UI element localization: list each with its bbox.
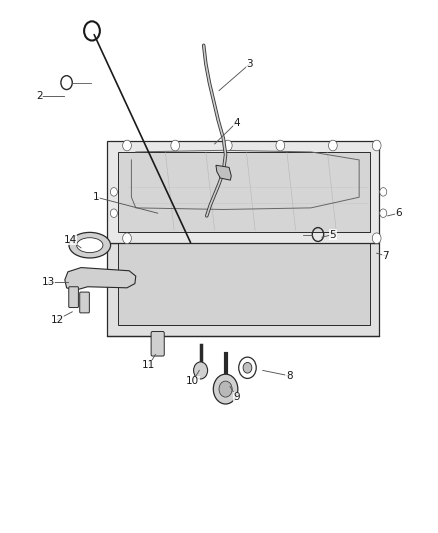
Polygon shape [118,152,370,232]
Circle shape [171,140,180,151]
FancyBboxPatch shape [151,332,164,356]
Text: 9: 9 [233,392,240,402]
Text: 1: 1 [93,192,100,202]
Circle shape [219,381,232,397]
Text: 3: 3 [246,59,253,69]
Text: 7: 7 [382,251,389,261]
Text: 2: 2 [36,91,43,101]
Text: 14: 14 [64,235,77,245]
Circle shape [213,374,238,404]
Circle shape [123,140,131,151]
Polygon shape [118,232,370,325]
Circle shape [123,233,131,244]
Circle shape [194,362,208,379]
Text: 4: 4 [233,118,240,127]
Polygon shape [216,165,231,180]
Ellipse shape [77,238,103,253]
Polygon shape [107,243,379,336]
Circle shape [243,362,252,373]
Circle shape [328,140,337,151]
FancyBboxPatch shape [69,287,78,308]
Circle shape [372,233,381,244]
Circle shape [223,140,232,151]
Polygon shape [65,268,136,290]
Text: 10: 10 [186,376,199,386]
Ellipse shape [69,232,110,258]
FancyBboxPatch shape [80,292,89,313]
Circle shape [276,140,285,151]
Circle shape [380,188,387,196]
Circle shape [380,209,387,217]
Text: 5: 5 [329,230,336,239]
Circle shape [110,209,117,217]
Circle shape [239,357,256,378]
Text: 12: 12 [50,315,64,325]
Text: 8: 8 [286,371,293,381]
Text: 11: 11 [142,360,155,370]
Polygon shape [107,141,379,243]
Text: 6: 6 [395,208,402,218]
Circle shape [372,140,381,151]
Text: 13: 13 [42,278,55,287]
Circle shape [110,188,117,196]
